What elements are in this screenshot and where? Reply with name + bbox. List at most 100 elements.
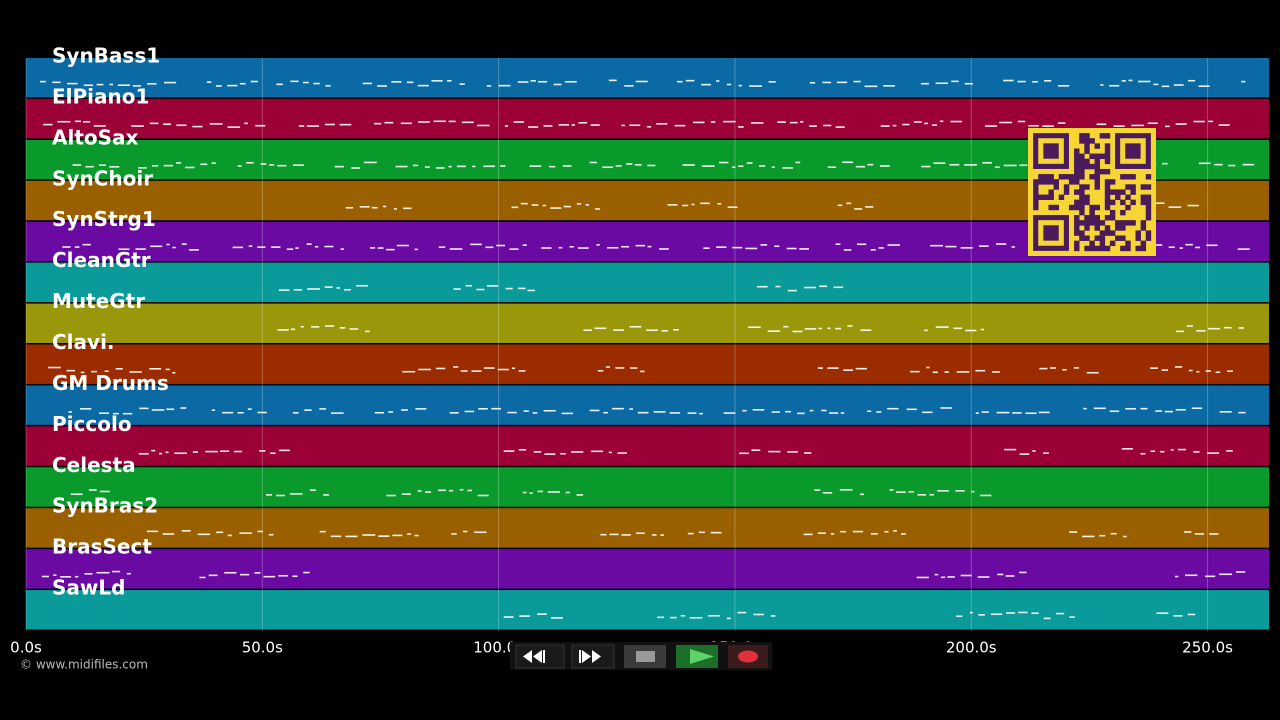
note (787, 451, 798, 453)
qr-cell (1099, 245, 1106, 252)
note (211, 409, 216, 412)
note (653, 411, 666, 413)
note (701, 165, 715, 167)
note (115, 368, 123, 370)
note (992, 371, 1000, 373)
note (449, 412, 459, 414)
qr-cell (1109, 215, 1116, 221)
note (384, 121, 394, 124)
note (1121, 80, 1126, 82)
record-button[interactable] (728, 645, 768, 668)
note (1153, 83, 1159, 86)
note (799, 121, 804, 123)
note (451, 533, 457, 535)
note (1235, 571, 1246, 573)
qr-finder (1125, 143, 1141, 159)
note (860, 329, 872, 331)
track-lane (26, 58, 1269, 98)
qr-cell (1094, 163, 1100, 170)
note (960, 574, 972, 577)
note (513, 121, 525, 123)
note (867, 163, 874, 166)
note (460, 370, 468, 372)
note (990, 613, 1003, 616)
stop-button[interactable] (624, 645, 666, 668)
note (453, 288, 461, 290)
note (576, 494, 584, 496)
note (1128, 79, 1133, 82)
note (370, 247, 376, 249)
qr-cell (1104, 148, 1111, 154)
note (591, 450, 604, 453)
note (1057, 85, 1070, 87)
rewind-button[interactable] (515, 644, 565, 669)
note (1188, 79, 1196, 82)
note (377, 247, 384, 249)
note (211, 162, 216, 164)
note (1121, 448, 1133, 450)
qr-cell (1140, 199, 1147, 206)
note (248, 245, 253, 248)
note (906, 408, 917, 411)
note (257, 411, 267, 414)
note (836, 81, 848, 84)
note (402, 207, 412, 210)
note (549, 165, 556, 168)
note (93, 125, 106, 127)
note (980, 328, 985, 331)
note (827, 327, 831, 330)
note (829, 412, 839, 414)
note (1176, 330, 1184, 333)
qr-cell (1094, 245, 1100, 252)
note (1185, 574, 1198, 577)
qr-cell (1104, 179, 1111, 185)
qr-cell (1094, 153, 1100, 160)
note (62, 246, 71, 248)
note (138, 167, 147, 169)
note (949, 163, 960, 166)
note (612, 407, 624, 410)
note (738, 165, 744, 168)
note (547, 491, 561, 493)
note (774, 245, 780, 248)
note (289, 493, 303, 495)
note (227, 126, 241, 128)
note (518, 370, 526, 372)
note (768, 81, 776, 83)
note (500, 165, 506, 167)
fast-forward-button[interactable] (571, 644, 615, 669)
note (406, 81, 414, 84)
note (91, 370, 97, 373)
note (185, 166, 195, 169)
note (742, 409, 747, 412)
note (1238, 411, 1246, 414)
qr-cell (1140, 225, 1147, 231)
track-lane (26, 303, 1269, 343)
note (189, 249, 199, 251)
note (522, 491, 527, 494)
note (647, 245, 652, 248)
qr-cell (1104, 153, 1111, 160)
note (661, 329, 669, 332)
note (162, 533, 175, 535)
note (837, 204, 843, 207)
note (782, 167, 793, 169)
qr-cell (1104, 199, 1111, 206)
note (833, 286, 844, 289)
note (268, 533, 274, 536)
note (407, 533, 412, 535)
qr-cell (1104, 230, 1111, 236)
note (471, 370, 482, 372)
note (1161, 369, 1169, 371)
note (496, 244, 506, 247)
note (930, 244, 943, 247)
note (723, 120, 736, 123)
tick-label: 0.0s (10, 639, 42, 657)
qr-cell (1074, 245, 1080, 252)
qr-cell (1033, 204, 1039, 211)
qr-cell (1140, 245, 1147, 252)
play-button[interactable] (676, 645, 718, 668)
note (1083, 407, 1087, 410)
note (232, 246, 244, 249)
note (1062, 368, 1067, 371)
